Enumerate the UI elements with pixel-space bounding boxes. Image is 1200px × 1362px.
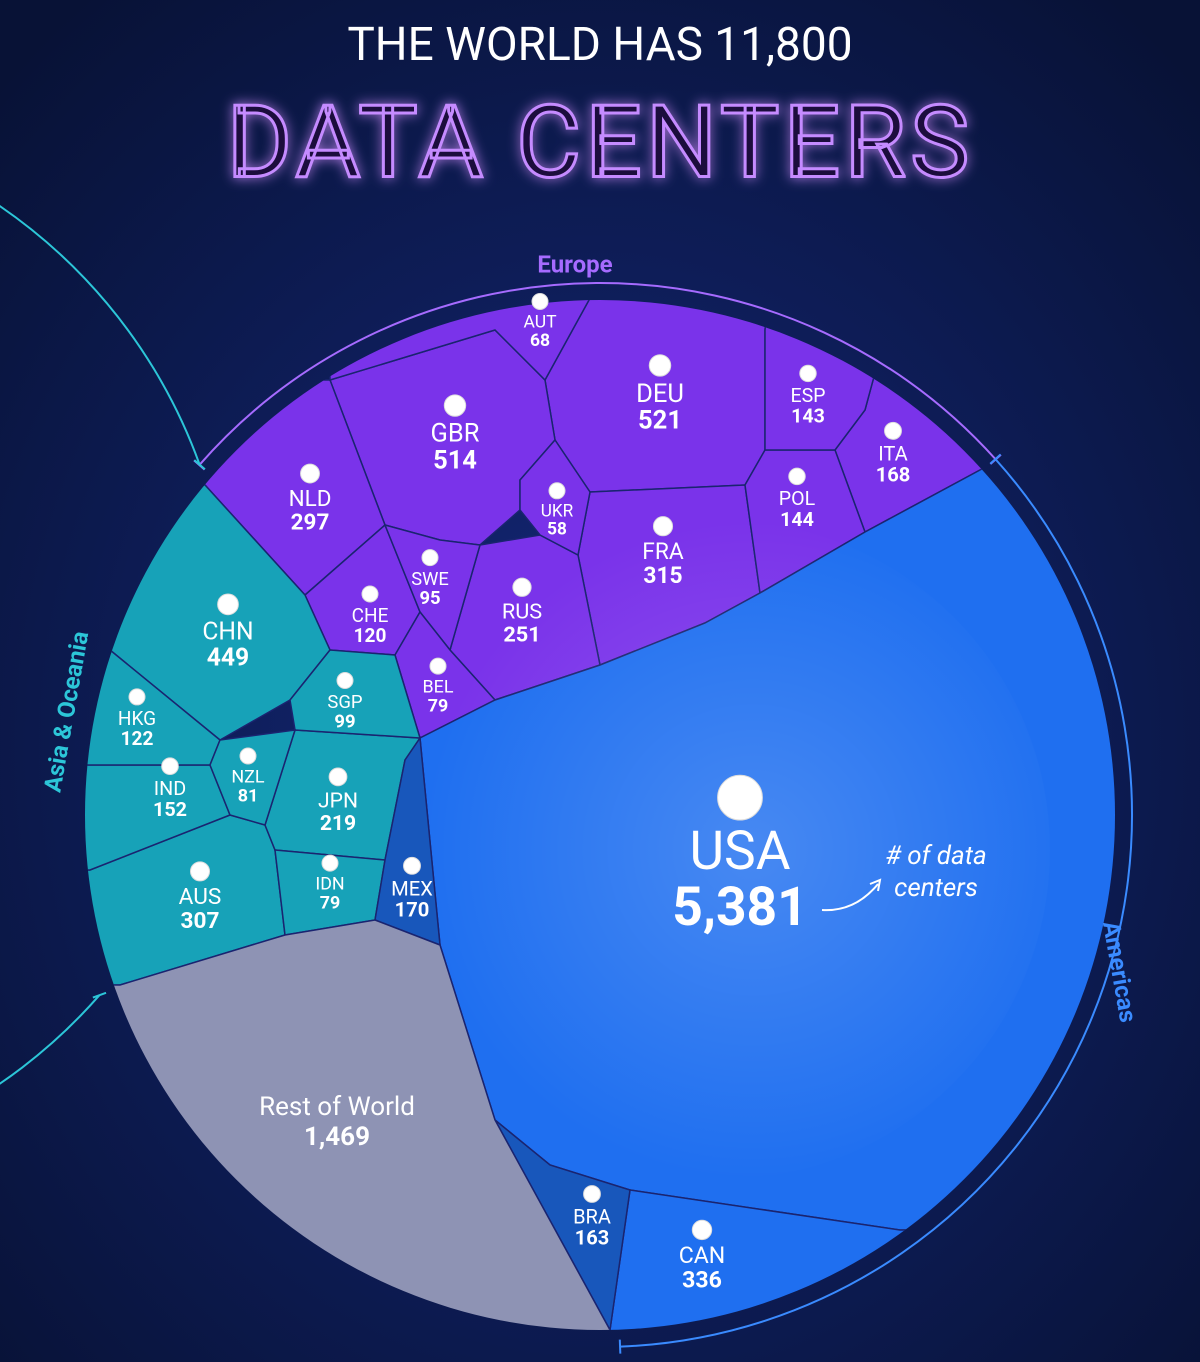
cell	[289, 649, 422, 739]
cell-name: IDN	[315, 874, 344, 895]
cell-name: JPN	[318, 789, 358, 814]
flag	[336, 672, 354, 690]
flag	[403, 856, 421, 875]
cell-name: NLD	[289, 486, 332, 512]
cell-value: 336	[682, 1266, 722, 1293]
cell-value: 99	[334, 710, 355, 732]
flag	[691, 1219, 713, 1241]
cell-value: 79	[320, 893, 341, 914]
cell-value: 120	[354, 624, 387, 647]
flag	[884, 421, 902, 440]
annotation-arrow	[821, 883, 879, 912]
cell-name: USA	[689, 821, 790, 883]
flag	[421, 549, 439, 567]
cell-value: 297	[291, 510, 330, 536]
flag	[239, 747, 257, 765]
flag	[328, 767, 348, 787]
region-arc-end	[92, 991, 107, 999]
cell-name: AUT	[523, 313, 557, 333]
flag	[788, 467, 806, 486]
cell-name: RUS	[502, 600, 542, 625]
cell-name: AUS	[179, 883, 222, 910]
cell-value: 251	[503, 623, 540, 648]
annotation: centers	[894, 873, 978, 903]
cell-value: 144	[780, 508, 814, 531]
flag	[512, 577, 532, 597]
cell-name: Rest of World	[259, 1092, 415, 1122]
cell-value: 81	[238, 786, 259, 807]
cell-name: BEL	[423, 677, 454, 698]
cell-name: IND	[154, 777, 186, 800]
cell-value: 1,469	[304, 1122, 370, 1152]
cell-value: 163	[575, 1225, 609, 1249]
flag	[583, 1185, 601, 1203]
cell	[209, 729, 297, 826]
cells	[85, 300, 1115, 1330]
cell-value: 219	[320, 811, 356, 836]
region-arc	[198, 282, 997, 466]
cell-value: 58	[547, 520, 567, 540]
cell-name: SGP	[327, 691, 362, 713]
cell-value: 521	[638, 406, 682, 436]
cell-name: FRA	[642, 538, 684, 565]
annotation-arrowhead	[869, 878, 882, 892]
cell-value: 95	[419, 588, 440, 609]
cell-value: 449	[207, 643, 249, 672]
cell-name: CHE	[352, 604, 389, 627]
cell-name: UKR	[541, 502, 574, 522]
region-arc-end	[193, 459, 206, 471]
flag	[717, 774, 763, 821]
labels: DEU521GBR514FRA315NLD297RUS251ITA168POL1…	[118, 292, 911, 1293]
cell-name: CHN	[202, 618, 253, 647]
flag	[217, 593, 239, 616]
flag	[128, 688, 146, 706]
cell-value: 514	[433, 445, 477, 475]
cell-value: 143	[791, 405, 825, 428]
cell-name: BRA	[573, 1204, 611, 1228]
cell-name: GBR	[431, 419, 480, 449]
region-label: Europe	[537, 250, 612, 278]
cell-name: HKG	[118, 707, 156, 730]
cell-value: 170	[395, 898, 430, 922]
cell-value: 307	[181, 907, 220, 934]
cell-name: ITA	[878, 441, 908, 465]
region-arc	[620, 458, 1133, 1348]
cell-value: 5,381	[672, 877, 808, 939]
flag	[799, 364, 817, 383]
chart-subtitle: DATA CENTERS	[227, 84, 974, 201]
flag	[548, 482, 566, 500]
flag	[321, 854, 339, 872]
cell-name: MEX	[391, 876, 433, 900]
cell-name: DEU	[636, 379, 684, 409]
cell-value: 315	[643, 562, 682, 589]
flag	[300, 463, 320, 484]
flag	[648, 354, 672, 377]
cell-value: 168	[876, 462, 911, 486]
flag	[361, 585, 379, 603]
region-arc-end	[989, 453, 1002, 465]
flag	[652, 516, 674, 537]
cell-name: CAN	[679, 1242, 726, 1269]
flag	[189, 861, 211, 882]
cell-glow	[390, 520, 1050, 1180]
flag	[161, 757, 179, 776]
cell-name: SWE	[411, 569, 449, 590]
region-arc-end	[618, 1339, 622, 1354]
cell-name: NZL	[231, 767, 265, 788]
cell-name: ESP	[790, 384, 825, 407]
flag	[429, 657, 447, 675]
cell-value: 152	[153, 798, 187, 821]
chart-title: THE WORLD HAS 11,800	[347, 18, 852, 72]
cell-name: POL	[779, 487, 816, 510]
cell-value: 79	[428, 696, 449, 717]
cell-value: 68	[530, 331, 550, 351]
flag	[531, 292, 549, 310]
flag	[443, 394, 467, 417]
cell-value: 122	[121, 727, 154, 750]
annotation: # of data	[885, 841, 986, 871]
cell	[383, 523, 481, 652]
